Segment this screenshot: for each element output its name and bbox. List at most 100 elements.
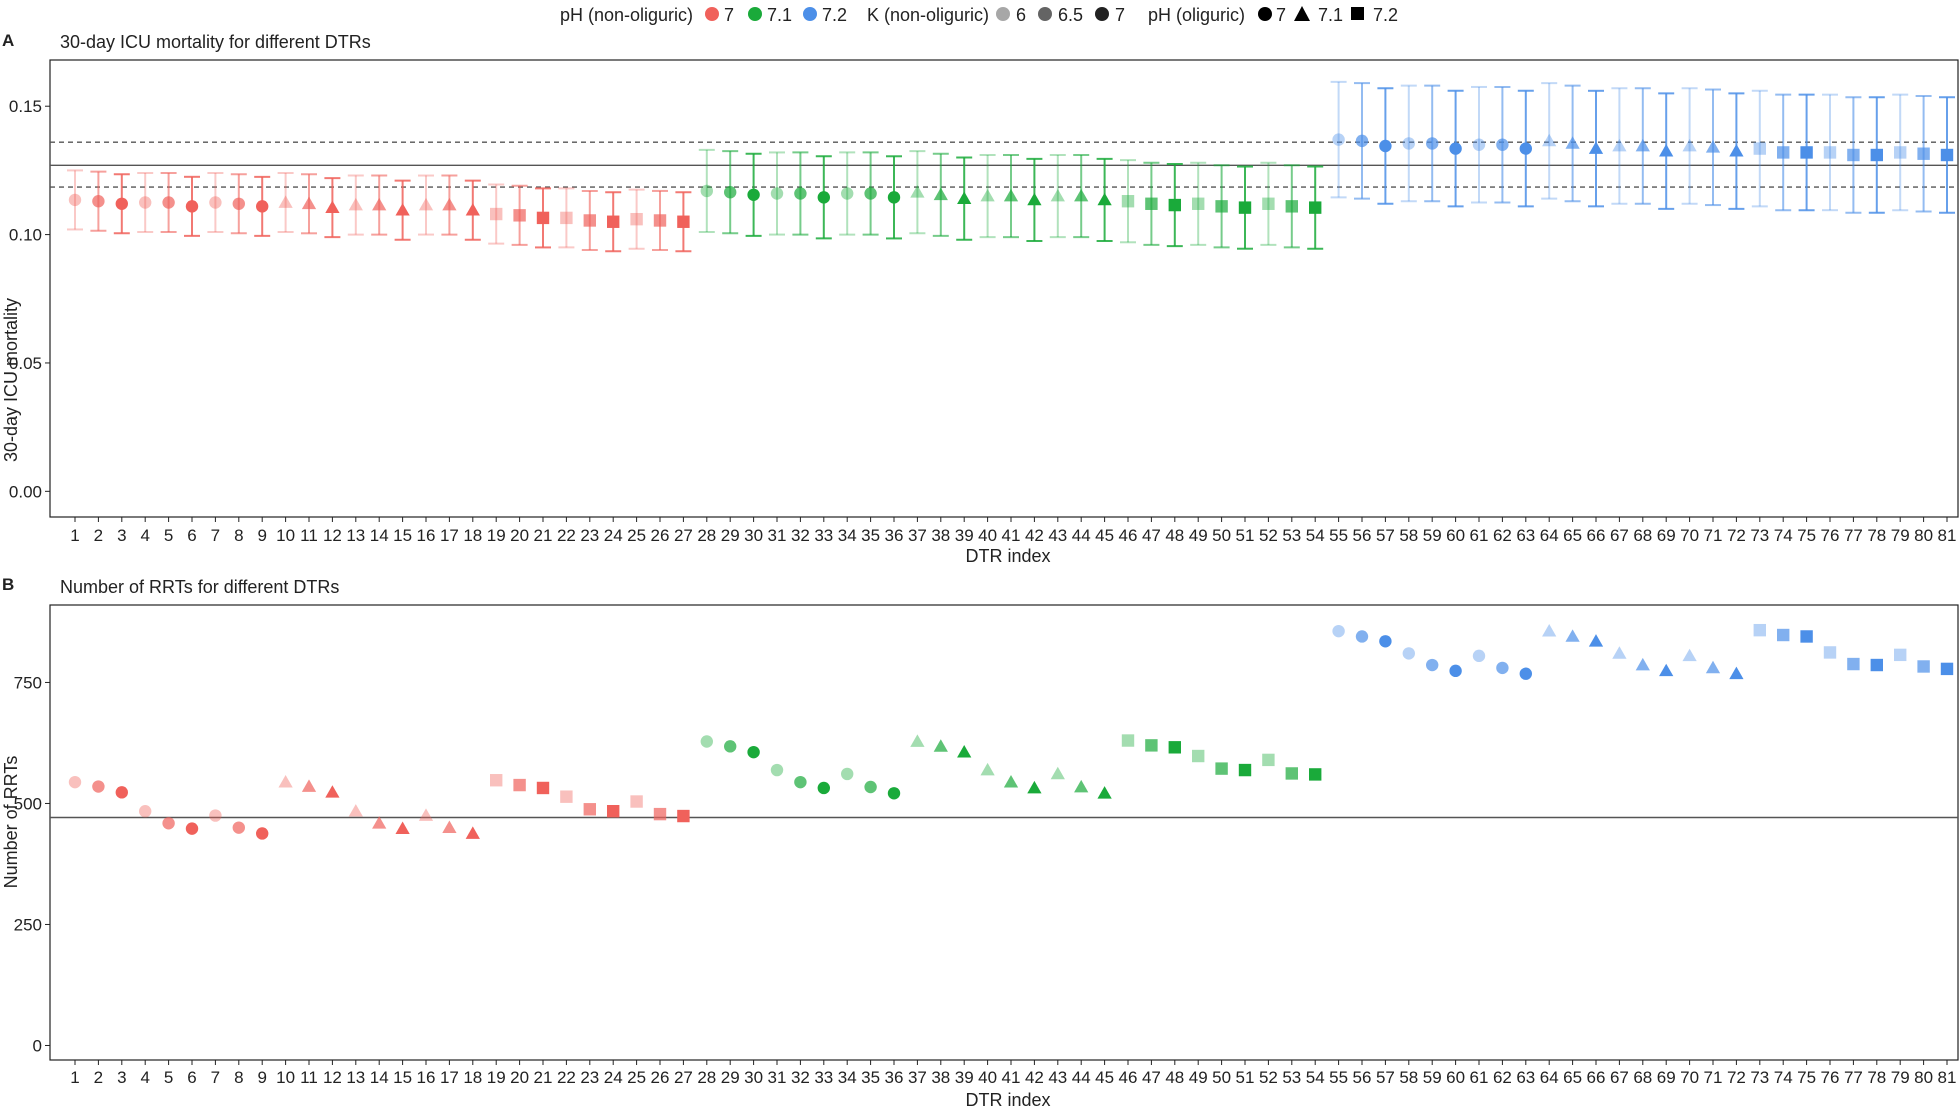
legend-ph-nonoliguric-title: pH (non-oliguric) [560, 5, 693, 25]
dtr-48-point [1168, 198, 1181, 212]
legend-ph-oliguric-7.1-swatch [1294, 6, 1310, 21]
x-tick-label: 80 [1914, 1068, 1933, 1087]
y-tick-label: 0.00 [9, 482, 42, 501]
x-tick-label: 61 [1470, 1068, 1489, 1087]
x-tick-label: 68 [1633, 526, 1652, 545]
x-tick-label: 73 [1750, 526, 1769, 545]
x-tick-label: 43 [1048, 1068, 1067, 1087]
dtr-25-point [630, 212, 643, 226]
x-tick-label: 81 [1938, 526, 1957, 545]
plot-frame [49, 604, 1959, 1061]
dtr-54-point [1309, 201, 1322, 214]
x-tick-label: 17 [440, 526, 459, 545]
x-tick-label: 29 [721, 1068, 740, 1087]
dtr-10-point [278, 775, 293, 788]
x-tick-label: 67 [1610, 1068, 1629, 1087]
x-tick-label: 1 [70, 1068, 79, 1087]
x-tick-label: 75 [1797, 526, 1816, 545]
dtr-47-point [1145, 197, 1158, 210]
dtr-19-point [490, 207, 503, 221]
x-tick-label: 74 [1774, 1068, 1793, 1087]
x-tick-label: 34 [838, 1068, 857, 1087]
dtr-75-point [1800, 146, 1813, 159]
dtr-43-error-bar [1049, 153, 1066, 239]
dtr-70-error-bar [1681, 87, 1698, 205]
dtr-68-point [1635, 138, 1650, 152]
dtr-79-point [1894, 146, 1907, 159]
dtr-44-point [1074, 779, 1089, 793]
x-tick-label: 5 [164, 1068, 173, 1087]
y-tick-label: 0.05 [9, 354, 42, 373]
dtr-19-point [490, 774, 503, 787]
dtr-43-point [1050, 188, 1065, 202]
x-tick-label: 41 [1002, 1068, 1021, 1087]
dtr-66-point [1588, 141, 1604, 154]
dtr-27-point [677, 809, 690, 823]
x-tick-label: 79 [1891, 1068, 1910, 1087]
x-tick-label: 31 [768, 526, 787, 545]
dtr-73-error-bar [1751, 89, 1768, 208]
dtr-57-point [1379, 139, 1392, 153]
legend-ph-oliguric-7.2-swatch [1351, 7, 1364, 20]
dtr-72-point [1729, 144, 1744, 157]
x-tick-label: 65 [1563, 1068, 1582, 1087]
dtr-10-point [278, 195, 293, 208]
x-tick-label: 50 [1212, 526, 1231, 545]
legend-k-6.5-label: 6.5 [1058, 5, 1083, 25]
dtr-15-point [395, 821, 410, 834]
x-tick-label: 35 [861, 1068, 880, 1087]
dtr-14-point [372, 816, 387, 829]
x-tick-label: 52 [1259, 1068, 1278, 1087]
legend-k-6.5-swatch [1038, 7, 1052, 21]
x-tick-label: 7 [211, 1068, 220, 1087]
x-tick-label: 56 [1353, 526, 1372, 545]
dtr-4-point [139, 196, 152, 209]
dtr-55-error-bar [1330, 80, 1347, 199]
dtr-79-point [1894, 648, 1907, 662]
dtr-71-point [1705, 140, 1721, 153]
dtr-34-point [841, 187, 854, 200]
x-tick-label: 28 [697, 1068, 716, 1087]
x-tick-label: 59 [1423, 1068, 1442, 1087]
dtr-69-point [1659, 663, 1674, 677]
x-tick-label: 65 [1563, 526, 1582, 545]
plot-frame [49, 59, 1959, 518]
x-tick-label: 38 [931, 1068, 950, 1087]
x-tick-label: 13 [346, 526, 365, 545]
x-tick-label: 37 [908, 526, 927, 545]
dtr-75-point [1800, 630, 1813, 643]
panel-a-x-axis-label: DTR index [965, 546, 1050, 566]
dtr-42-point [1027, 192, 1042, 206]
panel-a-y-axis-label: 30-day ICU mortality [1, 298, 21, 462]
dtr-28-error-bar [698, 148, 715, 234]
dtr-24-point [607, 805, 620, 818]
x-tick-label: 5 [164, 526, 173, 545]
dtr-61-error-bar [1471, 85, 1487, 204]
dtr-76-error-bar [1822, 93, 1838, 212]
x-tick-label: 8 [234, 1068, 243, 1087]
x-tick-label: 35 [861, 526, 880, 545]
dtr-56-point [1355, 630, 1369, 643]
dtr-73-point [1753, 623, 1766, 637]
x-tick-label: 46 [1119, 526, 1138, 545]
x-tick-label: 53 [1282, 1068, 1301, 1087]
legend-ph-oliguric-7-label: 7 [1276, 5, 1286, 25]
x-tick-label: 40 [978, 1068, 997, 1087]
x-tick-label: 81 [1938, 1068, 1957, 1087]
dtr-32-point [794, 775, 807, 789]
x-tick-label: 74 [1774, 526, 1793, 545]
dtr-55-point [1332, 624, 1345, 638]
x-tick-label: 9 [257, 526, 266, 545]
x-tick-label: 43 [1048, 526, 1067, 545]
dtr-1-error-bar [67, 169, 83, 231]
dtr-76-point [1823, 646, 1837, 659]
x-tick-label: 16 [417, 526, 436, 545]
panel-a-letter: A [2, 31, 14, 50]
x-tick-label: 15 [393, 1068, 412, 1087]
dtr-25-error-bar [628, 188, 645, 250]
x-tick-label: 50 [1212, 1068, 1231, 1087]
dtr-45-point [1097, 786, 1112, 799]
x-tick-label: 11 [300, 526, 318, 545]
x-tick-label: 71 [1704, 526, 1723, 545]
x-tick-label: 32 [791, 1068, 810, 1087]
